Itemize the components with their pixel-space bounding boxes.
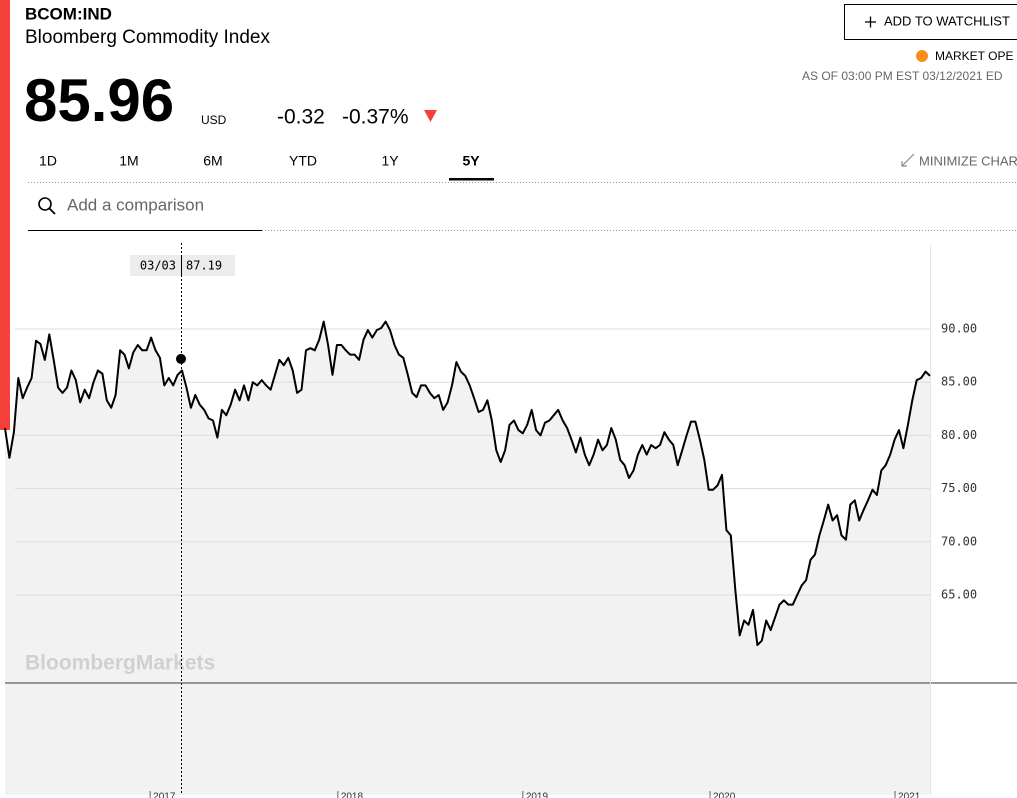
status-dot (916, 50, 928, 62)
range-tab[interactable]: YTD (289, 153, 317, 169)
range-tabs: 1D 1M 6M YTD 1Y 5Y (39, 153, 494, 181)
x-tick-label: 2021 (898, 792, 921, 798)
watchlist-button[interactable]: ADD TO WATCHLIST (844, 4, 1017, 40)
ticker: BCOM:IND (25, 4, 112, 23)
y-tick-label: 65.00 (941, 588, 977, 602)
watermark: BloombergMarkets (25, 652, 215, 675)
range-tab[interactable]: 5Y (462, 153, 480, 169)
x-tick-label: 2017 (153, 792, 176, 798)
y-tick-label: 85.00 (941, 375, 977, 389)
range-tab[interactable]: 1D (39, 153, 57, 169)
y-tick-label: 75.00 (941, 481, 977, 495)
y-tick-label: 80.00 (941, 428, 977, 442)
x-tick-label: 2018 (341, 792, 364, 798)
market-status: MARKET OPE (935, 49, 1013, 63)
change: -0.32 (277, 106, 325, 129)
minimize-icon[interactable] (901, 153, 915, 167)
range-tab[interactable]: 1M (119, 153, 138, 169)
y-tick-label: 70.00 (941, 534, 977, 548)
x-tick-label: 2019 (526, 792, 549, 798)
tooltip-value: 87.19 (186, 259, 222, 273)
x-tick-label: 2020 (713, 792, 736, 798)
plot: 65.00 70.00 75.00 80.00 85.00 90.00 2017 2018 20… (4, 243, 1017, 798)
accent-bar (0, 0, 10, 430)
search-icon (38, 197, 52, 211)
search-icon-handle (48, 207, 56, 215)
tooltip-box (130, 255, 235, 276)
price-line (4, 320, 931, 646)
change-percent: -0.37% (342, 106, 409, 129)
plus-icon[interactable] (865, 16, 876, 28)
range-tab[interactable]: 1Y (381, 153, 399, 169)
active-tab-underline (449, 178, 494, 181)
minimize-chart[interactable]: MINIMIZE CHAR (919, 153, 1017, 168)
down-arrow (424, 110, 437, 122)
range-tab[interactable]: 6M (203, 153, 222, 169)
index-name: Bloomberg Commodity Index (25, 27, 270, 48)
area-fill (5, 321, 930, 795)
currency: USD (201, 113, 227, 127)
price: 85.96 (24, 67, 174, 134)
hover-dot (176, 353, 186, 364)
comparison-input[interactable]: Add a comparison (67, 195, 204, 214)
as-of: AS OF 03:00 PM EST 03/12/2021 ED (802, 69, 1003, 83)
y-tick-label: 90.00 (941, 322, 977, 336)
button-label[interactable]: ADD TO WATCHLIST (884, 13, 1010, 28)
tooltip-date: 03/03 (140, 259, 176, 273)
